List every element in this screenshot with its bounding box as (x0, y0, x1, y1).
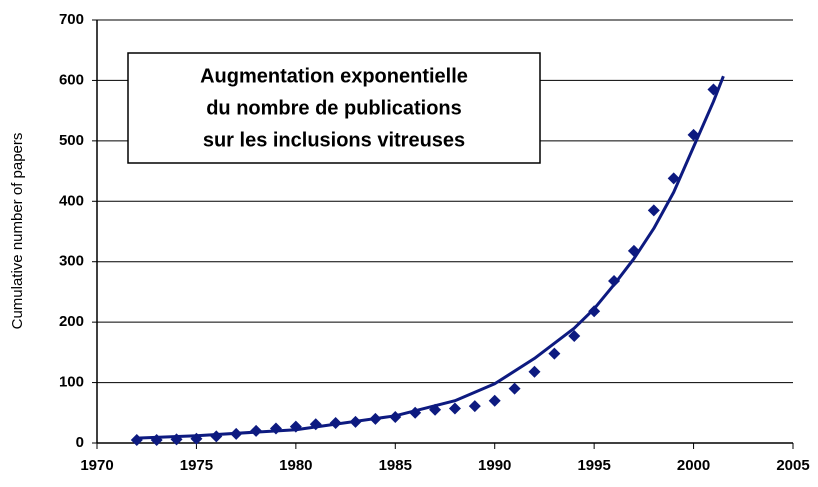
data-point (568, 330, 581, 343)
x-tick-label: 1980 (279, 457, 312, 474)
data-point (608, 275, 621, 288)
data-point (528, 365, 541, 378)
data-point (508, 382, 521, 395)
x-tick-label: 1995 (577, 457, 610, 474)
x-tick-label: 1990 (478, 457, 511, 474)
y-axis-label: Cumulative number of papers (9, 133, 26, 330)
data-point (647, 204, 660, 217)
data-point (210, 430, 223, 443)
x-tick-label: 2000 (677, 457, 710, 474)
fit-curve (136, 75, 725, 440)
data-point (548, 347, 561, 360)
data-point (130, 433, 143, 446)
x-tick-label: 1970 (80, 457, 113, 474)
data-point (627, 244, 640, 257)
x-tick-label: 1975 (180, 457, 213, 474)
y-tick-label: 600 (59, 71, 84, 88)
data-point (667, 172, 680, 185)
y-tick-label: 700 (59, 11, 84, 28)
data-point (448, 402, 461, 415)
data-point (468, 400, 481, 413)
y-tick-label: 200 (59, 313, 84, 330)
y-tick-label: 100 (59, 374, 84, 391)
annotation-text: sur les inclusions vitreuses (203, 129, 465, 151)
data-point (269, 422, 282, 435)
x-tick-label: 2005 (776, 457, 809, 474)
x-tick-label: 1985 (379, 457, 412, 474)
y-tick-label: 0 (76, 434, 84, 451)
annotation-text: Augmentation exponentielle (200, 65, 468, 87)
y-tick-label: 400 (59, 192, 84, 209)
annotation-text: du nombre de publications (206, 97, 462, 119)
y-tick-label: 300 (59, 253, 84, 270)
y-tick-label: 500 (59, 132, 84, 149)
data-point (588, 305, 601, 318)
annotation-box (127, 52, 541, 164)
data-point (488, 394, 501, 407)
